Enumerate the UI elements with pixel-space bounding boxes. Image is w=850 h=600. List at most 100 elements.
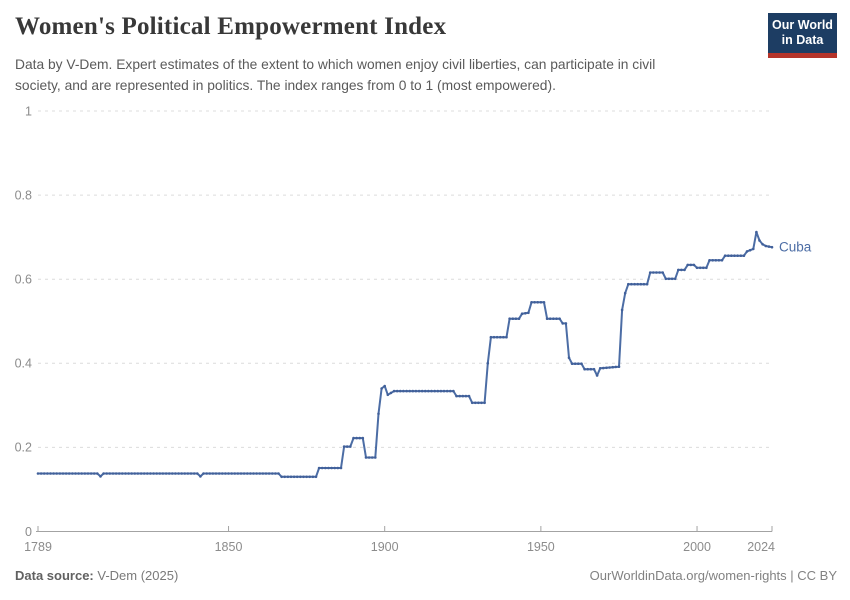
cuba-data-point — [667, 277, 671, 281]
cuba-data-point — [705, 266, 708, 270]
cuba-data-point — [339, 466, 343, 470]
cuba-data-point — [739, 254, 743, 257]
cuba-data-point — [548, 317, 552, 321]
cuba-data-point — [164, 472, 168, 475]
cuba-data-point — [111, 472, 115, 475]
cuba-data-point — [61, 472, 65, 475]
cuba-data-point — [449, 389, 452, 393]
cuba-data-point — [224, 472, 227, 475]
cuba-data-point — [389, 391, 393, 395]
cuba-data-point — [577, 362, 580, 366]
cuba-data-point — [477, 401, 480, 405]
x-tick-label: 1789 — [24, 540, 52, 554]
cuba-data-point — [755, 230, 758, 234]
cuba-data-point — [558, 317, 561, 321]
cuba-data-point — [661, 271, 664, 274]
cuba-data-point — [380, 387, 383, 390]
cuba-data-point — [692, 263, 696, 267]
footer-credit-link[interactable]: OurWorldinData.org/women-rights | CC BY — [589, 568, 837, 583]
cuba-data-point — [92, 472, 96, 475]
x-tick-label: 1950 — [527, 540, 555, 554]
cuba-data-point — [733, 254, 736, 257]
cuba-data-point — [511, 317, 515, 321]
cuba-data-point — [249, 472, 252, 475]
cuba-data-point — [271, 472, 274, 475]
cuba-data-point — [152, 472, 155, 475]
cuba-data-point — [508, 317, 511, 321]
owid-logo[interactable]: Our World in Data — [768, 13, 837, 58]
cuba-data-point — [748, 248, 752, 252]
cuba-data-point — [367, 456, 371, 459]
cuba-data-point — [49, 472, 52, 475]
cuba-data-point — [202, 472, 205, 475]
cuba-data-point — [124, 472, 127, 475]
cuba-data-point — [252, 472, 255, 475]
cuba-data-point — [117, 472, 121, 475]
cuba-data-point — [399, 389, 402, 393]
cuba-data-point — [467, 394, 471, 398]
cuba-data-point — [561, 322, 564, 325]
cuba-data-point — [727, 254, 730, 257]
cuba-line-markers — [36, 230, 774, 479]
cuba-data-point — [180, 472, 183, 475]
cuba-data-point — [458, 394, 462, 398]
cuba-data-point — [39, 472, 43, 475]
cuba-data-point — [602, 366, 605, 370]
cuba-data-point — [417, 389, 421, 393]
cuba-data-point — [723, 254, 727, 257]
cuba-data-point — [524, 312, 527, 315]
cuba-data-point — [564, 322, 568, 325]
cuba-data-point — [586, 367, 589, 371]
cuba-data-point — [199, 475, 202, 478]
cuba-data-point — [411, 389, 415, 393]
cuba-data-point — [86, 472, 90, 475]
cuba-data-point — [142, 472, 146, 475]
cuba-data-point — [171, 472, 174, 475]
cuba-data-point — [114, 472, 118, 475]
cuba-data-point — [167, 472, 171, 475]
cuba-data-point — [196, 472, 199, 475]
cuba-data-point — [655, 271, 658, 274]
cuba-data-point — [370, 456, 374, 459]
cuba-data-point — [633, 282, 636, 286]
cuba-data-point — [702, 266, 705, 270]
data-source: Data source: V-Dem (2025) — [15, 568, 178, 583]
cuba-data-point — [461, 394, 465, 398]
cuba-data-point — [330, 466, 333, 470]
cuba-data-point — [486, 362, 490, 365]
cuba-data-point — [414, 389, 418, 393]
cuba-data-point — [530, 301, 533, 304]
page-title: Women's Political Empowerment Index — [15, 13, 447, 40]
cuba-data-point — [242, 472, 246, 475]
cuba-data-point — [567, 356, 571, 360]
cuba-data-point — [108, 472, 112, 475]
cuba-data-point — [214, 472, 218, 475]
cuba-data-point — [161, 472, 165, 475]
y-tick-label: 0.2 — [15, 441, 32, 455]
cuba-data-point — [77, 472, 80, 475]
cuba-data-point — [770, 245, 774, 249]
cuba-data-point — [133, 472, 137, 475]
cuba-data-point — [648, 271, 652, 274]
cuba-data-point — [520, 312, 524, 316]
cuba-data-point — [67, 472, 71, 475]
cuba-data-point — [295, 475, 299, 479]
cuba-data-point — [189, 472, 193, 475]
y-tick-label: 0.8 — [15, 188, 32, 202]
cuba-data-point — [186, 472, 190, 475]
cuba-data-point — [217, 472, 221, 475]
cuba-data-point — [395, 389, 399, 393]
cuba-data-point — [277, 472, 280, 475]
cuba-data-point — [474, 401, 477, 405]
cuba-data-point — [736, 254, 739, 257]
cuba-data-point — [208, 472, 212, 475]
cuba-data-point — [361, 436, 365, 440]
cuba-data-point — [514, 317, 518, 321]
cuba-data-point — [592, 367, 596, 371]
cuba-series-label[interactable]: Cuba — [779, 240, 812, 255]
cuba-data-point — [555, 317, 558, 321]
x-tick-label: 1850 — [215, 540, 243, 554]
cuba-line-series[interactable] — [37, 231, 773, 478]
cuba-data-point — [608, 366, 611, 369]
